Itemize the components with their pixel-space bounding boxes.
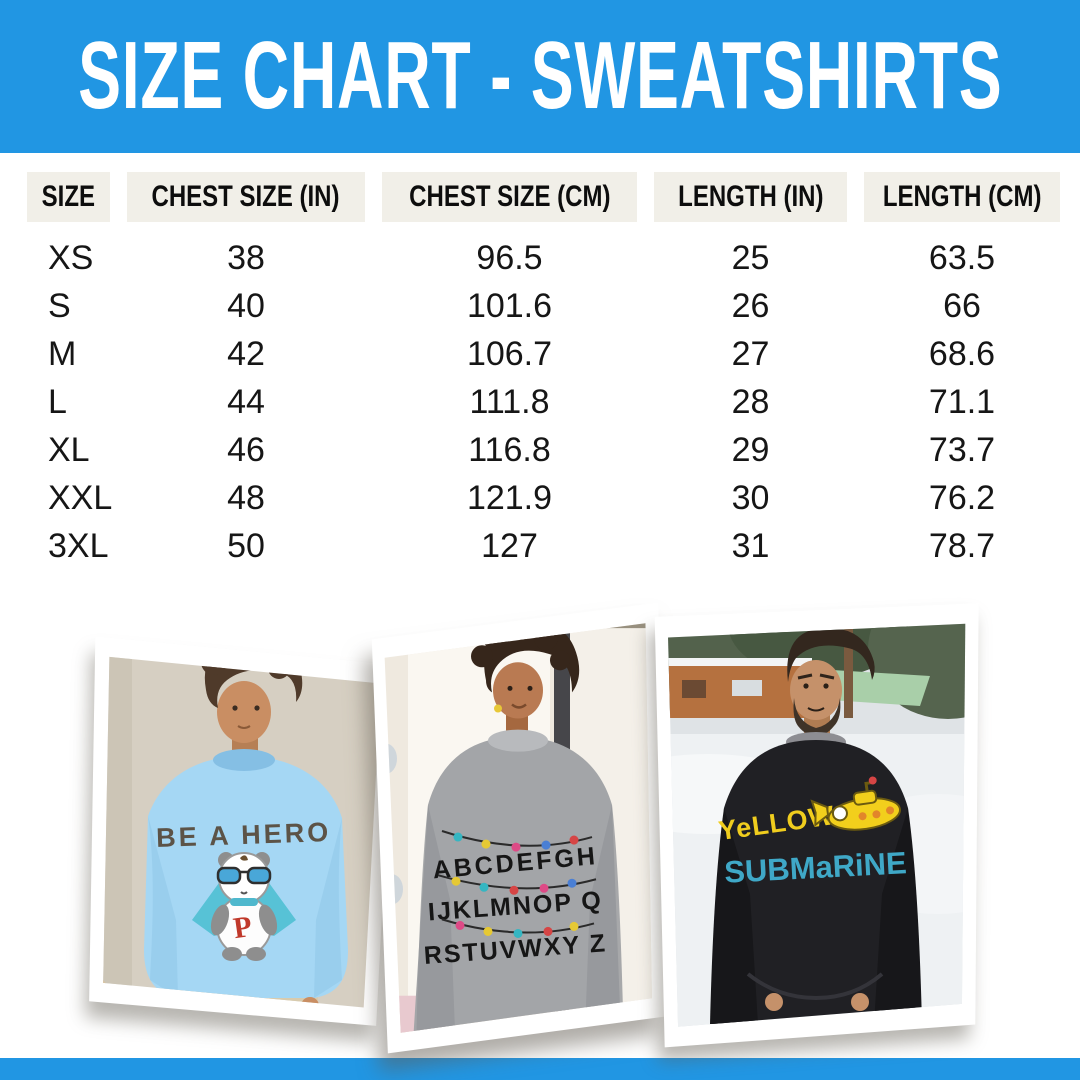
column-header-size: SIZE xyxy=(27,172,110,222)
photo-be-a-hero: BE A HERO xyxy=(86,620,398,1030)
column-header-chest-cm: CHEST SIZE (CM) xyxy=(382,172,637,222)
photo-1-image: BE A HERO xyxy=(103,656,381,1008)
header-banner: SIZE CHART - SWEATSHIRTS xyxy=(0,0,1080,153)
page-title: SIZE CHART - SWEATSHIRTS xyxy=(77,22,1003,130)
table-row: XS 38 96.5 25 63.5 xyxy=(48,238,996,277)
be-a-hero-scene: BE A HERO xyxy=(103,656,381,1008)
table-row: XL 46 116.8 29 73.7 xyxy=(48,430,996,469)
column-header-length-in: LENGTH (IN) xyxy=(654,172,847,222)
photo-3-image: YeLLOW SUBMaRiNE xyxy=(668,623,966,1027)
table-row: 3XL 50 127 31 78.7 xyxy=(48,526,996,565)
size-table-body: XS 38 96.5 25 63.5 S 40 101.6 26 66 M 42… xyxy=(0,234,1080,570)
yellow-submarine-scene: YeLLOW SUBMaRiNE xyxy=(668,623,966,1027)
be-a-hero-text: BE A HERO xyxy=(156,817,332,853)
photo-frame: YeLLOW SUBMaRiNE xyxy=(654,603,979,1048)
alphabet-lights-scene: ABCDEFGH IJKLMNOP Q RSTUVWXY Z xyxy=(384,623,652,1033)
table-row: M 42 106.7 27 68.6 xyxy=(48,334,996,373)
photo-frame: BE A HERO xyxy=(89,636,395,1026)
size-table-header: SIZE CHEST SIZE (IN) CHEST SIZE (CM) LEN… xyxy=(27,172,1080,222)
footer-bar xyxy=(0,1058,1080,1080)
superhero-panda-icon: P xyxy=(192,852,296,961)
be-a-hero-graphic: BE A HERO xyxy=(156,817,332,961)
panda-chest-letter: P xyxy=(231,910,254,945)
photo-frame: ABCDEFGH IJKLMNOP Q RSTUVWXY Z xyxy=(371,602,665,1054)
table-row: S 40 101.6 26 66 xyxy=(48,286,981,325)
table-row: XXL 48 121.9 30 76.2 xyxy=(48,478,996,517)
column-header-length-cm: LENGTH (CM) xyxy=(864,172,1060,222)
photo-yellow-submarine: YeLLOW SUBMaRiNE xyxy=(648,594,982,1052)
submarine-icon xyxy=(810,776,901,831)
photo-2-image: ABCDEFGH IJKLMNOP Q RSTUVWXY Z xyxy=(384,623,652,1033)
photo-alphabet-lights: ABCDEFGH IJKLMNOP Q RSTUVWXY Z xyxy=(346,598,668,1058)
column-header-chest-in: CHEST SIZE (IN) xyxy=(127,172,365,222)
table-row: L 44 111.8 28 71.1 xyxy=(48,382,996,421)
